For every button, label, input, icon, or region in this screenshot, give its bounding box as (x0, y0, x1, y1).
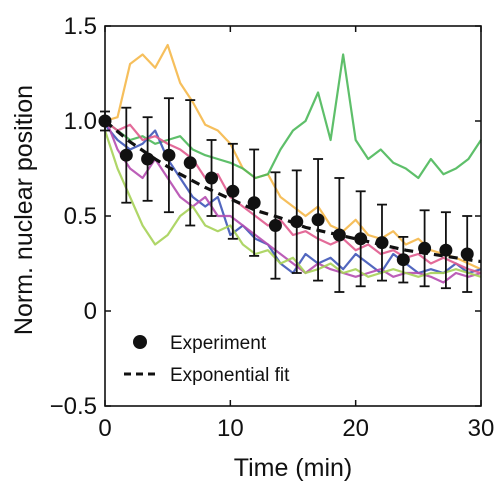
y-tick-label-3: 0.5 (64, 203, 97, 230)
trace-line-2 (104, 53, 482, 180)
y-tick-label-1: −0.5 (50, 393, 97, 420)
x-tick-label-4: 30 (468, 415, 495, 442)
experiment-point-2 (119, 148, 133, 162)
experiment-point-6 (205, 171, 219, 185)
legend: Experiment Exponential fit (124, 333, 290, 386)
experiment-point-16 (418, 241, 432, 255)
trace-line-1 (104, 43, 482, 271)
trace-line-6 (104, 120, 482, 275)
y-tick-label-4: 1.0 (64, 108, 97, 135)
trace-line-5 (103, 130, 482, 278)
legend-marker-experiment (133, 335, 147, 349)
experiment-point-9 (268, 219, 282, 232)
y-axis-label: Norm. nuclear position (10, 85, 38, 335)
x-tick-label-2: 10 (217, 415, 244, 442)
y-tick-label-5: 1.5 (64, 13, 97, 40)
experiment-group (98, 97, 474, 293)
trace-line-4 (103, 116, 482, 284)
experiment-point-7 (226, 184, 240, 198)
x-axis-label: Time (min) (234, 454, 353, 482)
legend-label-experiment: Experiment (170, 333, 267, 354)
tick-group: 0 10 20 30−0.500.51.01.5 (50, 13, 495, 442)
experiment-point-8 (247, 196, 261, 210)
experiment-point-3 (141, 152, 155, 166)
experiment-point-13 (354, 232, 368, 246)
y-tick-label-2: 0 (84, 298, 97, 325)
x-tick-label-3: 20 (342, 415, 369, 442)
experiment-point-14 (375, 236, 389, 250)
experiment-point-12 (332, 228, 346, 242)
experiment-point-17 (439, 243, 453, 257)
legend-label-fit: Exponential fit (170, 365, 290, 386)
experiment-point-5 (183, 156, 197, 170)
experiment-point-10 (290, 215, 304, 229)
experiment-point-15 (396, 253, 410, 267)
experiment-point-11 (311, 213, 325, 227)
x-tick-label-1: 0 (98, 415, 111, 442)
experiment-point-4 (162, 148, 176, 162)
experiment-point-18 (460, 247, 474, 261)
